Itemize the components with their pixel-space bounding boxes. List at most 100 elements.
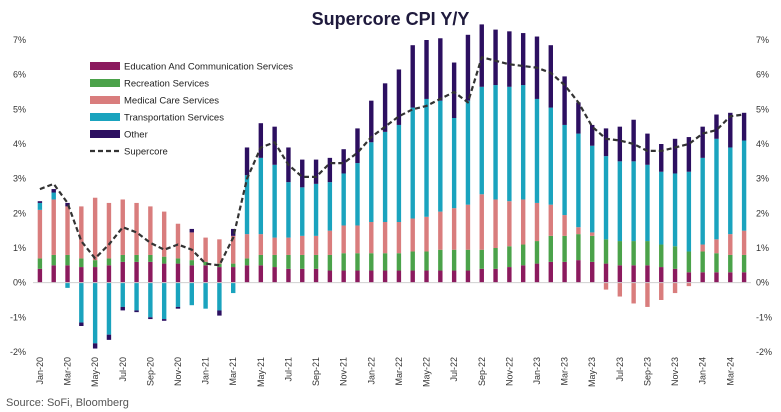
bar-segment-other xyxy=(300,159,305,188)
bar-segment-transportation-services xyxy=(645,164,650,242)
x-tick-label: Sep-21 xyxy=(311,357,321,386)
bar-segment-other xyxy=(92,343,98,349)
x-tick-label: Sep-20 xyxy=(145,357,155,386)
bar-segment-transportation-services xyxy=(203,282,208,309)
bar-segment-education-and-communication-services xyxy=(645,265,650,283)
bar-segment-education-and-communication-services xyxy=(134,261,139,283)
bar-segment-transportation-services xyxy=(161,282,167,320)
bar-segment-transportation-services xyxy=(272,164,277,238)
bar-segment-other xyxy=(175,306,181,309)
bar-segment-medical-care-services xyxy=(382,222,388,254)
bar-segment-medical-care-services xyxy=(548,204,553,236)
x-tick-label: Nov-22 xyxy=(504,357,514,386)
bar-segment-transportation-services xyxy=(686,171,692,252)
bar-segment-other xyxy=(134,310,139,313)
bar-segment-transportation-services xyxy=(286,182,291,238)
bar-segment-recreation-services xyxy=(465,249,471,271)
bar-segment-other xyxy=(438,38,443,101)
bar-segment-medical-care-services xyxy=(534,202,540,242)
bar-segment-recreation-services xyxy=(341,253,346,271)
y-tick-label-right: -2% xyxy=(756,347,772,357)
bar-segment-transportation-services xyxy=(465,100,471,205)
bar-segment-recreation-services xyxy=(534,241,540,264)
bar-segment-education-and-communication-services xyxy=(300,268,305,283)
y-tick-label-right: 4% xyxy=(756,139,769,149)
bar-segment-medical-care-services xyxy=(189,232,194,261)
bar-segment-transportation-services xyxy=(672,173,678,247)
y-tick-label-left: 5% xyxy=(13,104,26,114)
bar-segment-recreation-services xyxy=(272,254,277,268)
x-tick-label: Mar-21 xyxy=(228,357,238,386)
bar-segment-transportation-services xyxy=(369,142,374,222)
bar-segment-other xyxy=(327,157,333,183)
y-tick-label-left: 7% xyxy=(13,35,26,45)
bar-segment-other xyxy=(617,126,623,162)
x-tick-label: Jan-24 xyxy=(698,357,708,385)
bar-segment-recreation-services xyxy=(313,254,319,269)
bar-segment-education-and-communication-services xyxy=(507,267,512,283)
bar-segment-medical-care-services xyxy=(217,239,222,264)
bar-segment-education-and-communication-services xyxy=(92,267,98,283)
legend-label: Other xyxy=(124,130,148,141)
bar-segment-medical-care-services xyxy=(79,206,84,259)
bar-segment-recreation-services xyxy=(148,254,153,262)
bar-segment-other xyxy=(148,317,153,320)
bar-segment-other xyxy=(217,310,222,316)
x-tick-label: May-23 xyxy=(587,357,597,387)
bar-segment-medical-care-services xyxy=(120,199,125,255)
bar-segment-education-and-communication-services xyxy=(672,268,678,283)
x-tick-label: May-22 xyxy=(422,357,432,387)
bar-segment-transportation-services xyxy=(410,107,415,219)
bar-segment-recreation-services xyxy=(382,253,388,271)
bar-segment-medical-care-services xyxy=(313,235,319,255)
bar-segment-recreation-services xyxy=(106,258,112,266)
bar-segment-recreation-services xyxy=(217,263,222,268)
x-tick-label: Sep-22 xyxy=(477,357,487,386)
bar-segment-other xyxy=(728,112,733,148)
bar-segment-education-and-communication-services xyxy=(534,263,540,283)
bar-segment-medical-care-services xyxy=(272,237,277,255)
bar-segment-transportation-services xyxy=(534,98,540,203)
legend-swatch xyxy=(90,62,120,70)
bar-segment-other xyxy=(79,322,84,326)
bar-segment-transportation-services xyxy=(148,282,153,318)
y-tick-label-right: 3% xyxy=(756,174,769,184)
bar-segment-transportation-services xyxy=(562,124,567,216)
bar-segment-recreation-services xyxy=(479,249,484,269)
bar-segment-recreation-services xyxy=(493,248,498,269)
bar-segment-medical-care-services xyxy=(355,225,360,254)
bar-segment-recreation-services xyxy=(231,263,236,268)
bar-segment-other xyxy=(465,34,471,101)
bar-segment-recreation-services xyxy=(714,253,719,273)
bar-segment-recreation-services xyxy=(37,258,43,269)
bar-segment-other xyxy=(424,40,429,99)
bar-segment-recreation-services xyxy=(672,246,678,269)
bar-segment-transportation-services xyxy=(576,133,581,228)
bar-segment-other xyxy=(603,128,609,157)
bar-segment-other xyxy=(258,123,264,158)
bar-segment-education-and-communication-services xyxy=(355,270,360,283)
bar-segment-education-and-communication-services xyxy=(231,267,236,283)
x-tick-label: Jan-21 xyxy=(201,357,211,385)
bar-segment-other xyxy=(590,124,595,146)
bar-segment-education-and-communication-services xyxy=(120,261,125,283)
bar-segment-other xyxy=(51,189,56,193)
bar-segment-medical-care-services xyxy=(645,282,650,307)
legend-label: Recreation Services xyxy=(124,79,209,90)
bar-segment-medical-care-services xyxy=(672,282,678,294)
bar-segment-medical-care-services xyxy=(714,239,719,254)
bar-segment-medical-care-services xyxy=(175,223,181,259)
bar-segment-recreation-services xyxy=(686,251,692,273)
bar-segment-other xyxy=(451,62,457,118)
bar-segment-other xyxy=(355,128,360,164)
y-tick-label-left: 6% xyxy=(13,70,26,80)
bar-segment-education-and-communication-services xyxy=(617,265,623,283)
bar-segment-medical-care-services xyxy=(65,206,70,255)
bar-segment-other xyxy=(562,76,567,125)
bar-segment-recreation-services xyxy=(355,253,360,271)
bar-segment-education-and-communication-services xyxy=(410,270,415,283)
bar-segment-recreation-services xyxy=(617,241,623,266)
y-tick-label-left: -1% xyxy=(10,312,26,322)
bar-segment-transportation-services xyxy=(258,157,264,235)
bar-segment-education-and-communication-services xyxy=(148,261,153,283)
